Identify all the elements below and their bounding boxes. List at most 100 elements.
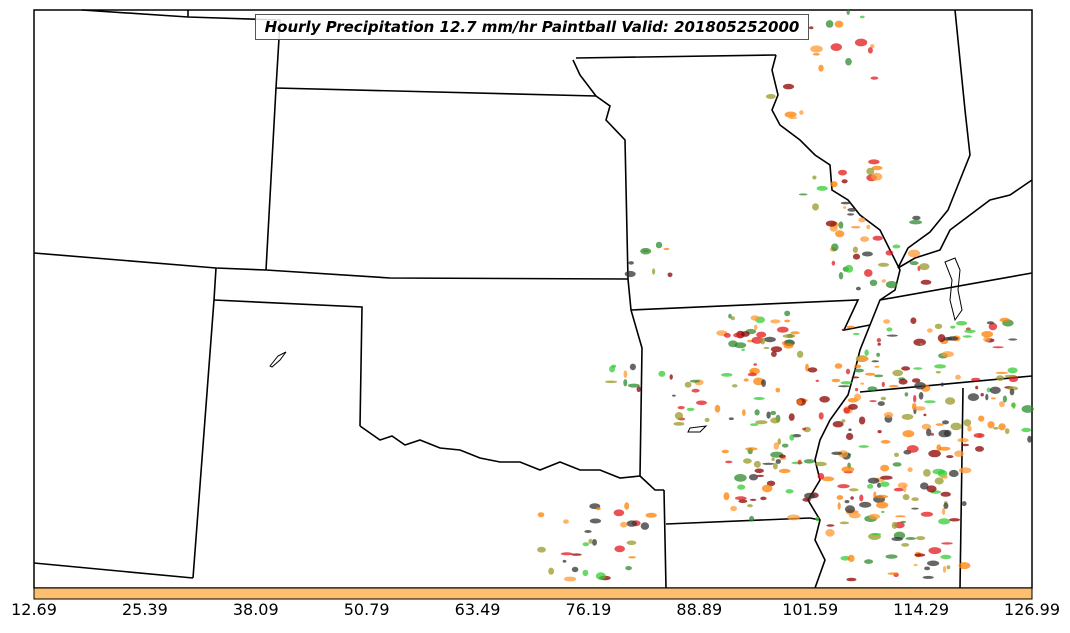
- precip-blob: [737, 484, 746, 490]
- precip-blob: [841, 179, 848, 184]
- precip-blob: [564, 576, 577, 582]
- precip-blob: [845, 432, 854, 441]
- precip-blob: [880, 475, 893, 480]
- precip-blob: [753, 397, 765, 400]
- precip-blob: [571, 566, 579, 573]
- precip-blob: [963, 419, 972, 427]
- precip-blob: [733, 332, 742, 338]
- precip-blob: [677, 406, 685, 410]
- precip-blob: [762, 462, 775, 465]
- precip-blob: [888, 384, 899, 388]
- precip-blob: [728, 313, 732, 319]
- precip-blob: [1004, 428, 1010, 434]
- precip-blob: [814, 461, 827, 467]
- precip-blob: [875, 494, 888, 499]
- precip-blob: [785, 489, 794, 494]
- precip-blob: [626, 520, 638, 527]
- precip-blob: [958, 467, 972, 474]
- precip-blob: [858, 217, 866, 223]
- precip-blob: [988, 322, 998, 331]
- precip-blob: [950, 422, 962, 431]
- precip-blob: [802, 427, 807, 431]
- colorbar-tick-label: 63.49: [454, 600, 501, 619]
- precip-blob: [770, 346, 783, 353]
- precip-blob: [783, 343, 794, 349]
- precip-blob: [928, 547, 942, 555]
- precip-blob: [904, 392, 909, 397]
- precip-blob: [836, 495, 844, 500]
- precip-blob: [584, 530, 592, 533]
- precip-blob: [548, 567, 554, 575]
- precip-blob: [869, 279, 878, 286]
- precip-blob: [840, 381, 853, 385]
- colorbar-tick-label: 114.29: [893, 600, 950, 619]
- precip-blob: [985, 393, 989, 401]
- precip-blob: [832, 421, 844, 428]
- colorbar-tick-label: 88.89: [676, 600, 723, 619]
- precip-blob: [640, 522, 650, 530]
- precip-blob: [867, 484, 874, 489]
- precip-blob: [770, 417, 780, 424]
- precip-blob: [686, 407, 695, 411]
- precip-blob: [986, 321, 995, 325]
- precip-blob: [775, 387, 781, 393]
- precip-blob: [625, 566, 632, 571]
- precip-blob: [562, 559, 567, 563]
- precip-blob: [854, 368, 864, 373]
- precip-blob: [895, 515, 906, 518]
- precip-blob: [592, 539, 597, 546]
- precip-blob: [760, 496, 767, 501]
- precip-blob: [730, 505, 737, 512]
- precip-blob: [714, 404, 721, 413]
- precip-blob: [807, 367, 818, 373]
- precip-blob: [892, 462, 902, 467]
- precip-blob: [983, 336, 991, 343]
- precip-blob: [684, 381, 692, 388]
- precip-blob: [743, 378, 749, 382]
- precip-blob: [919, 263, 930, 271]
- precip-blob: [818, 412, 824, 420]
- precip-blob: [825, 20, 834, 28]
- precip-blob: [749, 498, 757, 501]
- precip-blob: [844, 500, 850, 504]
- precip-blob: [894, 452, 899, 457]
- precip-blob: [834, 363, 843, 369]
- precip-blob: [846, 577, 857, 582]
- precip-blob: [924, 566, 931, 571]
- precip-blob: [623, 370, 628, 379]
- precip-blob: [880, 440, 891, 444]
- precip-blob: [906, 445, 919, 453]
- precip-blob: [696, 400, 707, 406]
- precip-blob: [784, 319, 791, 323]
- precip-blob: [775, 459, 781, 464]
- precip-blob: [799, 110, 804, 115]
- precip-blob: [734, 496, 747, 501]
- precip-blob: [871, 165, 883, 171]
- precip-blob: [909, 261, 919, 266]
- precip-blob: [1004, 374, 1015, 378]
- precip-blob: [627, 383, 640, 388]
- colorbar-tick-label: 12.69: [11, 600, 57, 619]
- precip-blob: [916, 536, 926, 541]
- colorbar: [33, 587, 1033, 600]
- precip-blob: [955, 374, 961, 380]
- precip-blob: [864, 269, 873, 277]
- precip-blob: [914, 382, 926, 390]
- precip-blob: [901, 543, 910, 547]
- precip-blob: [854, 393, 861, 401]
- precip-blob: [840, 556, 851, 561]
- precip-blob: [1007, 386, 1019, 391]
- precip-blob: [864, 559, 874, 564]
- precip-blob: [845, 368, 851, 375]
- precip-blob: [980, 393, 984, 397]
- precip-blob: [898, 378, 908, 385]
- precip-blob: [838, 169, 847, 176]
- precip-blob: [784, 310, 791, 317]
- precip-blob: [812, 203, 819, 211]
- precip-blob: [537, 512, 545, 518]
- precip-blob: [846, 9, 850, 15]
- precip-blob: [886, 334, 898, 337]
- precip-blob: [978, 415, 985, 422]
- precip-blob: [782, 83, 795, 90]
- lakes: [269, 257, 963, 433]
